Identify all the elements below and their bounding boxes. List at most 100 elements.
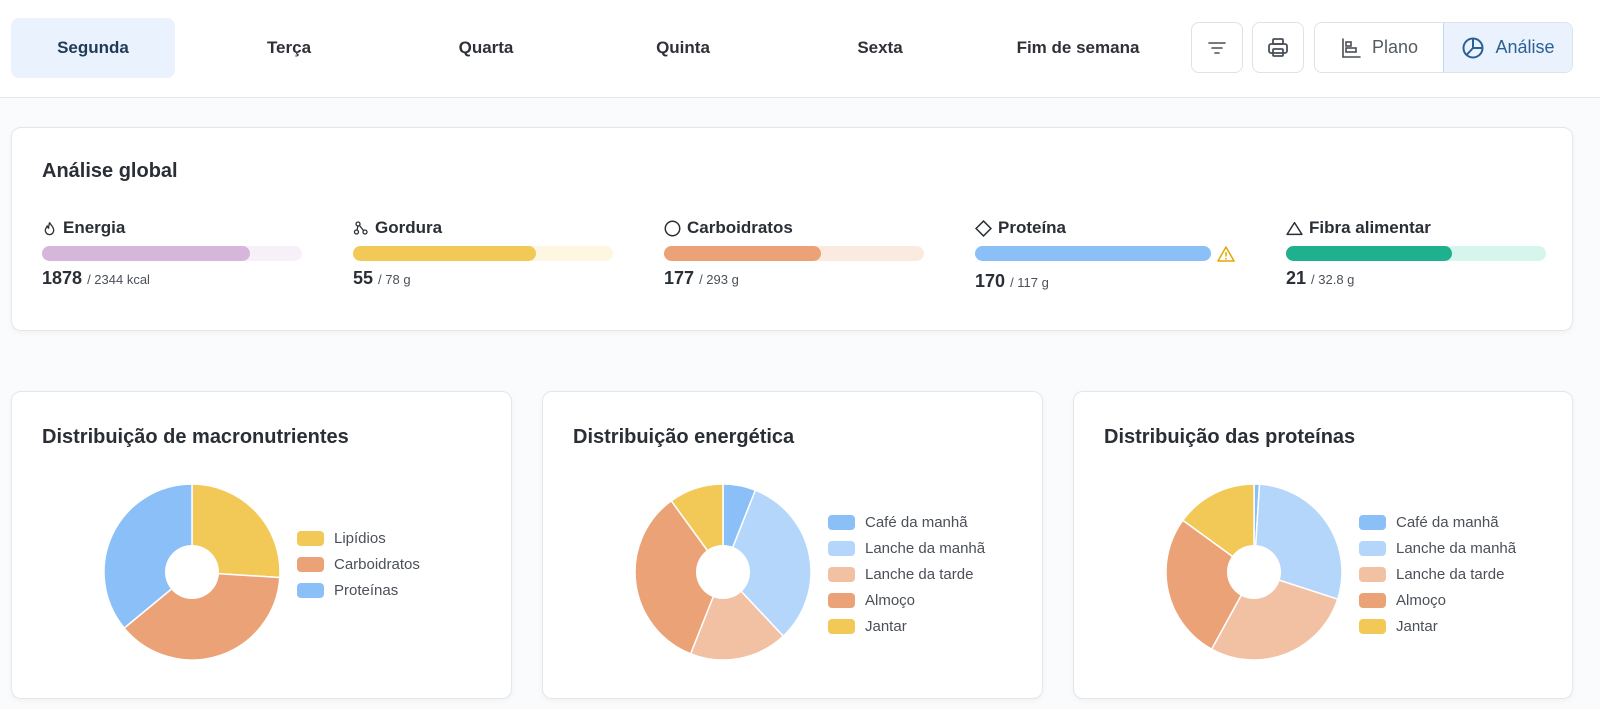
print-button[interactable] xyxy=(1252,22,1304,73)
chart-legend: Lipídios Carboidratos Proteínas xyxy=(297,525,420,603)
metric-fibra: Fibra alimentar 21 / 32.8 g xyxy=(1286,218,1548,289)
metric-proteina: Proteína 170 / 117 g xyxy=(975,218,1237,292)
pie-slice-almoço xyxy=(1165,519,1255,651)
legend-swatch xyxy=(1359,566,1386,582)
legend-label: Café da manhã xyxy=(1396,513,1499,531)
legend-label: Jantar xyxy=(1396,617,1438,635)
diamond-icon xyxy=(975,219,992,237)
legend-label: Lanche da tarde xyxy=(865,565,974,583)
progress-fill xyxy=(664,246,822,261)
progress-fill xyxy=(42,246,251,261)
legend-item: Lanche da manhã xyxy=(828,535,985,561)
legend-item: Almoço xyxy=(828,587,985,613)
metric-label: Gordura xyxy=(375,218,443,237)
pie-slice-proteínas xyxy=(103,483,193,630)
legend-swatch xyxy=(297,582,324,598)
chart-title: Distribuição de macronutrientes xyxy=(42,426,349,448)
metric-value: 55 xyxy=(353,268,374,288)
metric-value: 170 xyxy=(975,271,1006,291)
progress-fill xyxy=(1286,246,1453,261)
flame-icon xyxy=(44,221,55,235)
legend-label: Almoço xyxy=(1396,591,1447,609)
progress-track xyxy=(1286,246,1546,261)
metric-gordura: Gordura 55 / 78 g xyxy=(353,218,615,289)
chart-card-macronutrientes: Distribuição de macronutrientes Lipídios… xyxy=(11,391,512,699)
progress-track xyxy=(664,246,924,261)
legend-item: Jantar xyxy=(1359,613,1516,639)
metric-value: 21 xyxy=(1286,268,1307,288)
legend-item: Carboidratos xyxy=(297,551,420,577)
progress-track xyxy=(975,246,1211,261)
chart-card-proteinas: Distribuição das proteínas Café da manhã… xyxy=(1073,391,1573,699)
legend-swatch xyxy=(1359,514,1386,530)
legend-swatch xyxy=(828,592,855,608)
legend-item: Café da manhã xyxy=(828,509,985,535)
legend-label: Lanche da tarde xyxy=(1396,565,1505,583)
view-toggle: Plano Análise xyxy=(1314,22,1573,73)
printer-icon xyxy=(1268,37,1288,57)
top-bar: Segunda Terça Quarta Quinta Sexta Fim de… xyxy=(0,0,1600,98)
tab-terca[interactable]: Terça xyxy=(266,38,312,57)
global-analysis-card: Análise global Energia 1878 / 2344 kcal … xyxy=(11,127,1573,331)
analise-button[interactable]: Análise xyxy=(1443,23,1572,72)
legend-swatch xyxy=(828,540,855,556)
legend-item: Jantar xyxy=(828,613,985,639)
pie-slice-almoço xyxy=(634,499,724,655)
legend-label: Lanche da manhã xyxy=(865,539,986,557)
donut-hole xyxy=(1227,545,1281,599)
legend-label: Almoço xyxy=(865,591,916,609)
pie-chart xyxy=(103,483,281,661)
plano-button[interactable]: Plano xyxy=(1315,23,1443,72)
legend-swatch xyxy=(297,530,324,546)
chart-title: Distribuição das proteínas xyxy=(1104,426,1356,448)
tab-fim-de-semana[interactable]: Fim de semana xyxy=(1016,38,1140,57)
chart-title: Distribuição energética xyxy=(573,426,795,448)
chart-legend: Café da manhã Lanche da manhã Lanche da … xyxy=(828,509,985,639)
molecule-icon xyxy=(353,221,368,235)
progress-track xyxy=(353,246,613,261)
tab-segunda[interactable]: Segunda xyxy=(11,18,175,78)
pie-slice-carboidratos xyxy=(123,571,281,661)
metric-label: Fibra alimentar xyxy=(1309,218,1431,237)
legend-label: Proteínas xyxy=(334,581,399,599)
metric-target: / 293 g xyxy=(699,272,739,287)
metric-label: Energia xyxy=(63,218,126,237)
legend-label: Carboidratos xyxy=(334,555,420,573)
legend-swatch xyxy=(828,514,855,530)
progress-fill xyxy=(975,246,1211,261)
pie-slice-lanche-da-manhã xyxy=(722,489,812,638)
plano-label: Plano xyxy=(1371,37,1419,57)
global-analysis-title: Análise global xyxy=(42,160,178,182)
warning-icon xyxy=(1217,246,1235,262)
chart-card-energetica: Distribuição energética Café da manhã La… xyxy=(542,391,1043,699)
metric-value: 177 xyxy=(664,268,695,288)
metric-label: Carboidratos xyxy=(687,218,793,237)
tab-sexta[interactable]: Sexta xyxy=(857,38,903,57)
donut-hole xyxy=(165,545,219,599)
tab-quarta[interactable]: Quarta xyxy=(458,38,514,57)
legend-item: Café da manhã xyxy=(1359,509,1516,535)
legend-item: Lanche da manhã xyxy=(1359,535,1516,561)
pie-slice-jantar xyxy=(1181,483,1255,574)
filter-button[interactable] xyxy=(1191,22,1243,73)
pie-chart xyxy=(1165,483,1343,661)
legend-item: Lanche da tarde xyxy=(828,561,985,587)
legend-swatch xyxy=(1359,592,1386,608)
legend-label: Lipídios xyxy=(334,529,386,547)
legend-swatch xyxy=(1359,618,1386,634)
legend-item: Lipídios xyxy=(297,525,420,551)
legend-item: Almoço xyxy=(1359,587,1516,613)
legend-item: Proteínas xyxy=(297,577,420,603)
metric-target: / 32.8 g xyxy=(1311,272,1355,287)
pie-chart xyxy=(634,483,812,661)
circle-icon xyxy=(664,220,681,236)
metric-carboidratos: Carboidratos 177 / 293 g xyxy=(664,218,926,289)
pie-slice-lipídios xyxy=(191,483,281,579)
legend-item: Lanche da tarde xyxy=(1359,561,1516,587)
legend-label: Lanche da manhã xyxy=(1396,539,1517,557)
legend-swatch xyxy=(1359,540,1386,556)
metric-label: Proteína xyxy=(998,218,1067,237)
tab-quinta[interactable]: Quinta xyxy=(656,38,710,57)
legend-label: Jantar xyxy=(865,617,907,635)
metric-energia: Energia 1878 / 2344 kcal xyxy=(42,218,304,289)
